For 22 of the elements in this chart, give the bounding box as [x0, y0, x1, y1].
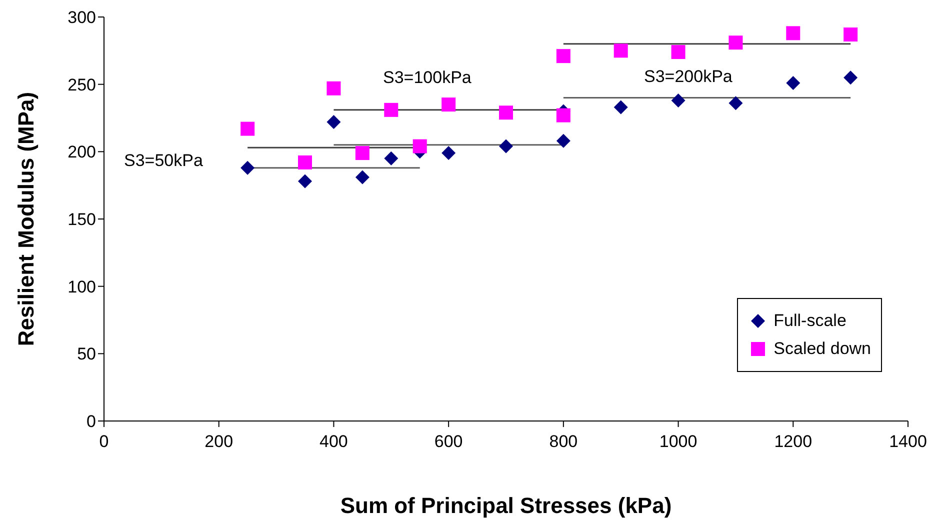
x-tick-label: 0 [99, 432, 109, 452]
y-tick-label: 200 [68, 142, 96, 162]
y-tick-label: 0 [86, 412, 96, 432]
y-tick-label: 50 [77, 344, 96, 364]
x-tick-label: 600 [434, 432, 463, 452]
annotation: S3=100kPa [383, 68, 472, 88]
y-tick-label: 250 [68, 75, 96, 94]
x-tick-label: 1200 [774, 432, 812, 452]
legend-label: Full-scale [774, 311, 846, 331]
annotation: S3=200kPa [644, 67, 732, 87]
x-axis-title: Sum of Principal Stresses (kPa) [340, 493, 672, 518]
y-tick-label: 300 [68, 8, 96, 28]
legend-label: Scaled down [774, 339, 871, 359]
x-tick-label: 200 [204, 432, 234, 452]
x-tick-label: 800 [549, 432, 578, 452]
x-tick-label: 1400 [889, 432, 927, 452]
y-tick-label: 150 [68, 210, 96, 230]
x-tick-label: 1000 [659, 432, 698, 452]
annotation: S3=50kPa [124, 151, 203, 171]
x-tick-label: 400 [320, 432, 348, 452]
y-tick-label: 100 [68, 277, 96, 296]
y-axis-title: Resilient Modulus (MPa) [14, 92, 38, 346]
